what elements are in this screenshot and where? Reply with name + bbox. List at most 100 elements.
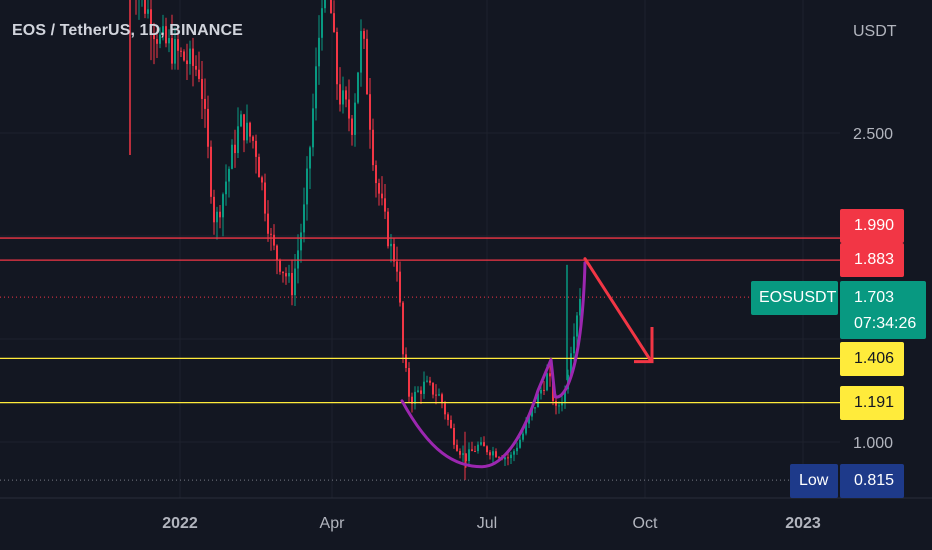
candle-body: [393, 243, 395, 262]
candle-body: [402, 302, 404, 355]
horizontal-levels: [0, 237, 840, 481]
candle-body: [570, 353, 572, 375]
candle-body: [282, 271, 284, 274]
candle-body: [426, 380, 428, 382]
candle-body: [171, 38, 173, 64]
candle-body: [555, 401, 557, 406]
candle-body: [273, 234, 275, 246]
last-price-tag: 1.703 07:34:26: [840, 281, 926, 339]
candle-body: [189, 48, 191, 65]
candle-body: [318, 37, 320, 67]
candle-body: [153, 34, 155, 40]
candle-body: [390, 243, 392, 247]
candle-body: [207, 108, 209, 147]
candle-body: [450, 419, 452, 428]
candle-body: [177, 39, 179, 51]
candle-body: [222, 194, 224, 218]
candle-body: [441, 394, 443, 404]
candle-body: [579, 298, 581, 316]
candle-body: [159, 34, 161, 44]
candle-body: [231, 144, 233, 169]
candle-body: [315, 66, 317, 109]
candle-body: [483, 442, 485, 447]
candle-body: [174, 39, 176, 64]
candle-body: [378, 183, 380, 194]
x-tick-label: Jul: [477, 515, 497, 532]
candle-body: [198, 69, 200, 79]
candle-body: [144, 0, 146, 14]
grid-lines: [0, 0, 932, 499]
candle-body: [312, 108, 314, 148]
candle-body: [498, 457, 500, 459]
candle-body: [324, 0, 326, 9]
candle-body: [405, 354, 407, 368]
candle-body: [444, 403, 446, 415]
candle-body: [447, 414, 449, 420]
candle-body: [237, 126, 239, 154]
candle-body: [225, 181, 227, 195]
candle-body: [357, 72, 359, 103]
candle-body: [165, 26, 167, 44]
candle-body: [495, 451, 497, 458]
candle-body: [372, 129, 374, 166]
candle-body: [480, 442, 482, 445]
cup-and-handle-drawing[interactable]: [400, 261, 587, 469]
candle-body: [186, 60, 188, 65]
candle-body: [543, 389, 545, 391]
candle-body: [417, 390, 419, 392]
candle-body: [192, 48, 194, 66]
level-price-tag: 1.883: [840, 243, 904, 277]
candle-body: [252, 136, 254, 141]
candle-body: [429, 380, 431, 383]
candle-body: [234, 144, 236, 154]
candle-body: [243, 114, 245, 141]
candle-body: [435, 394, 437, 396]
candle-body: [366, 38, 368, 95]
candle-body: [333, 13, 335, 32]
candle-body: [420, 390, 422, 394]
candle-body: [330, 0, 332, 14]
candle-body: [183, 51, 185, 61]
candle-body: [345, 90, 347, 100]
candle-body: [519, 439, 521, 448]
x-tick-label: Apr: [320, 515, 346, 532]
last-price-value: 1.703: [854, 289, 895, 306]
candle-body: [219, 211, 221, 218]
candles: [129, 0, 581, 481]
candle-body: [195, 65, 197, 70]
candle-body: [261, 177, 263, 183]
candle-body: [369, 94, 371, 130]
candle-body: [258, 156, 260, 178]
candle-body: [507, 457, 509, 459]
candle-body: [276, 245, 278, 260]
x-tick-label: 2022: [162, 515, 198, 532]
candle-body: [363, 31, 365, 39]
candle-body: [384, 198, 386, 212]
candle-body: [558, 405, 560, 407]
candle-body: [387, 211, 389, 247]
candle-body: [576, 315, 578, 337]
candle-body: [360, 31, 362, 73]
candle-body: [228, 168, 230, 182]
down-arrow[interactable]: [583, 257, 652, 362]
candle-body: [432, 382, 434, 395]
chart-title: EOS / TetherUS, 1D, BINANCE: [12, 22, 243, 39]
low-label-tag: Low: [790, 464, 838, 498]
candle-body: [348, 99, 350, 119]
candle-body: [354, 102, 356, 135]
y-tick-label: 2.500: [853, 126, 893, 143]
candle-body: [522, 433, 524, 440]
candle-body: [471, 449, 473, 452]
symbol-tag: EOSUSDT: [751, 281, 838, 315]
candle-body: [204, 98, 206, 109]
candle-body: [465, 453, 467, 462]
candle-body: [399, 271, 401, 303]
candle-body: [279, 259, 281, 272]
candle-body: [156, 39, 158, 44]
candle-body: [477, 444, 479, 452]
candle-body: [294, 268, 296, 296]
arrow-head: [634, 327, 654, 364]
candle-body: [321, 8, 323, 38]
candle-body: [180, 50, 182, 52]
